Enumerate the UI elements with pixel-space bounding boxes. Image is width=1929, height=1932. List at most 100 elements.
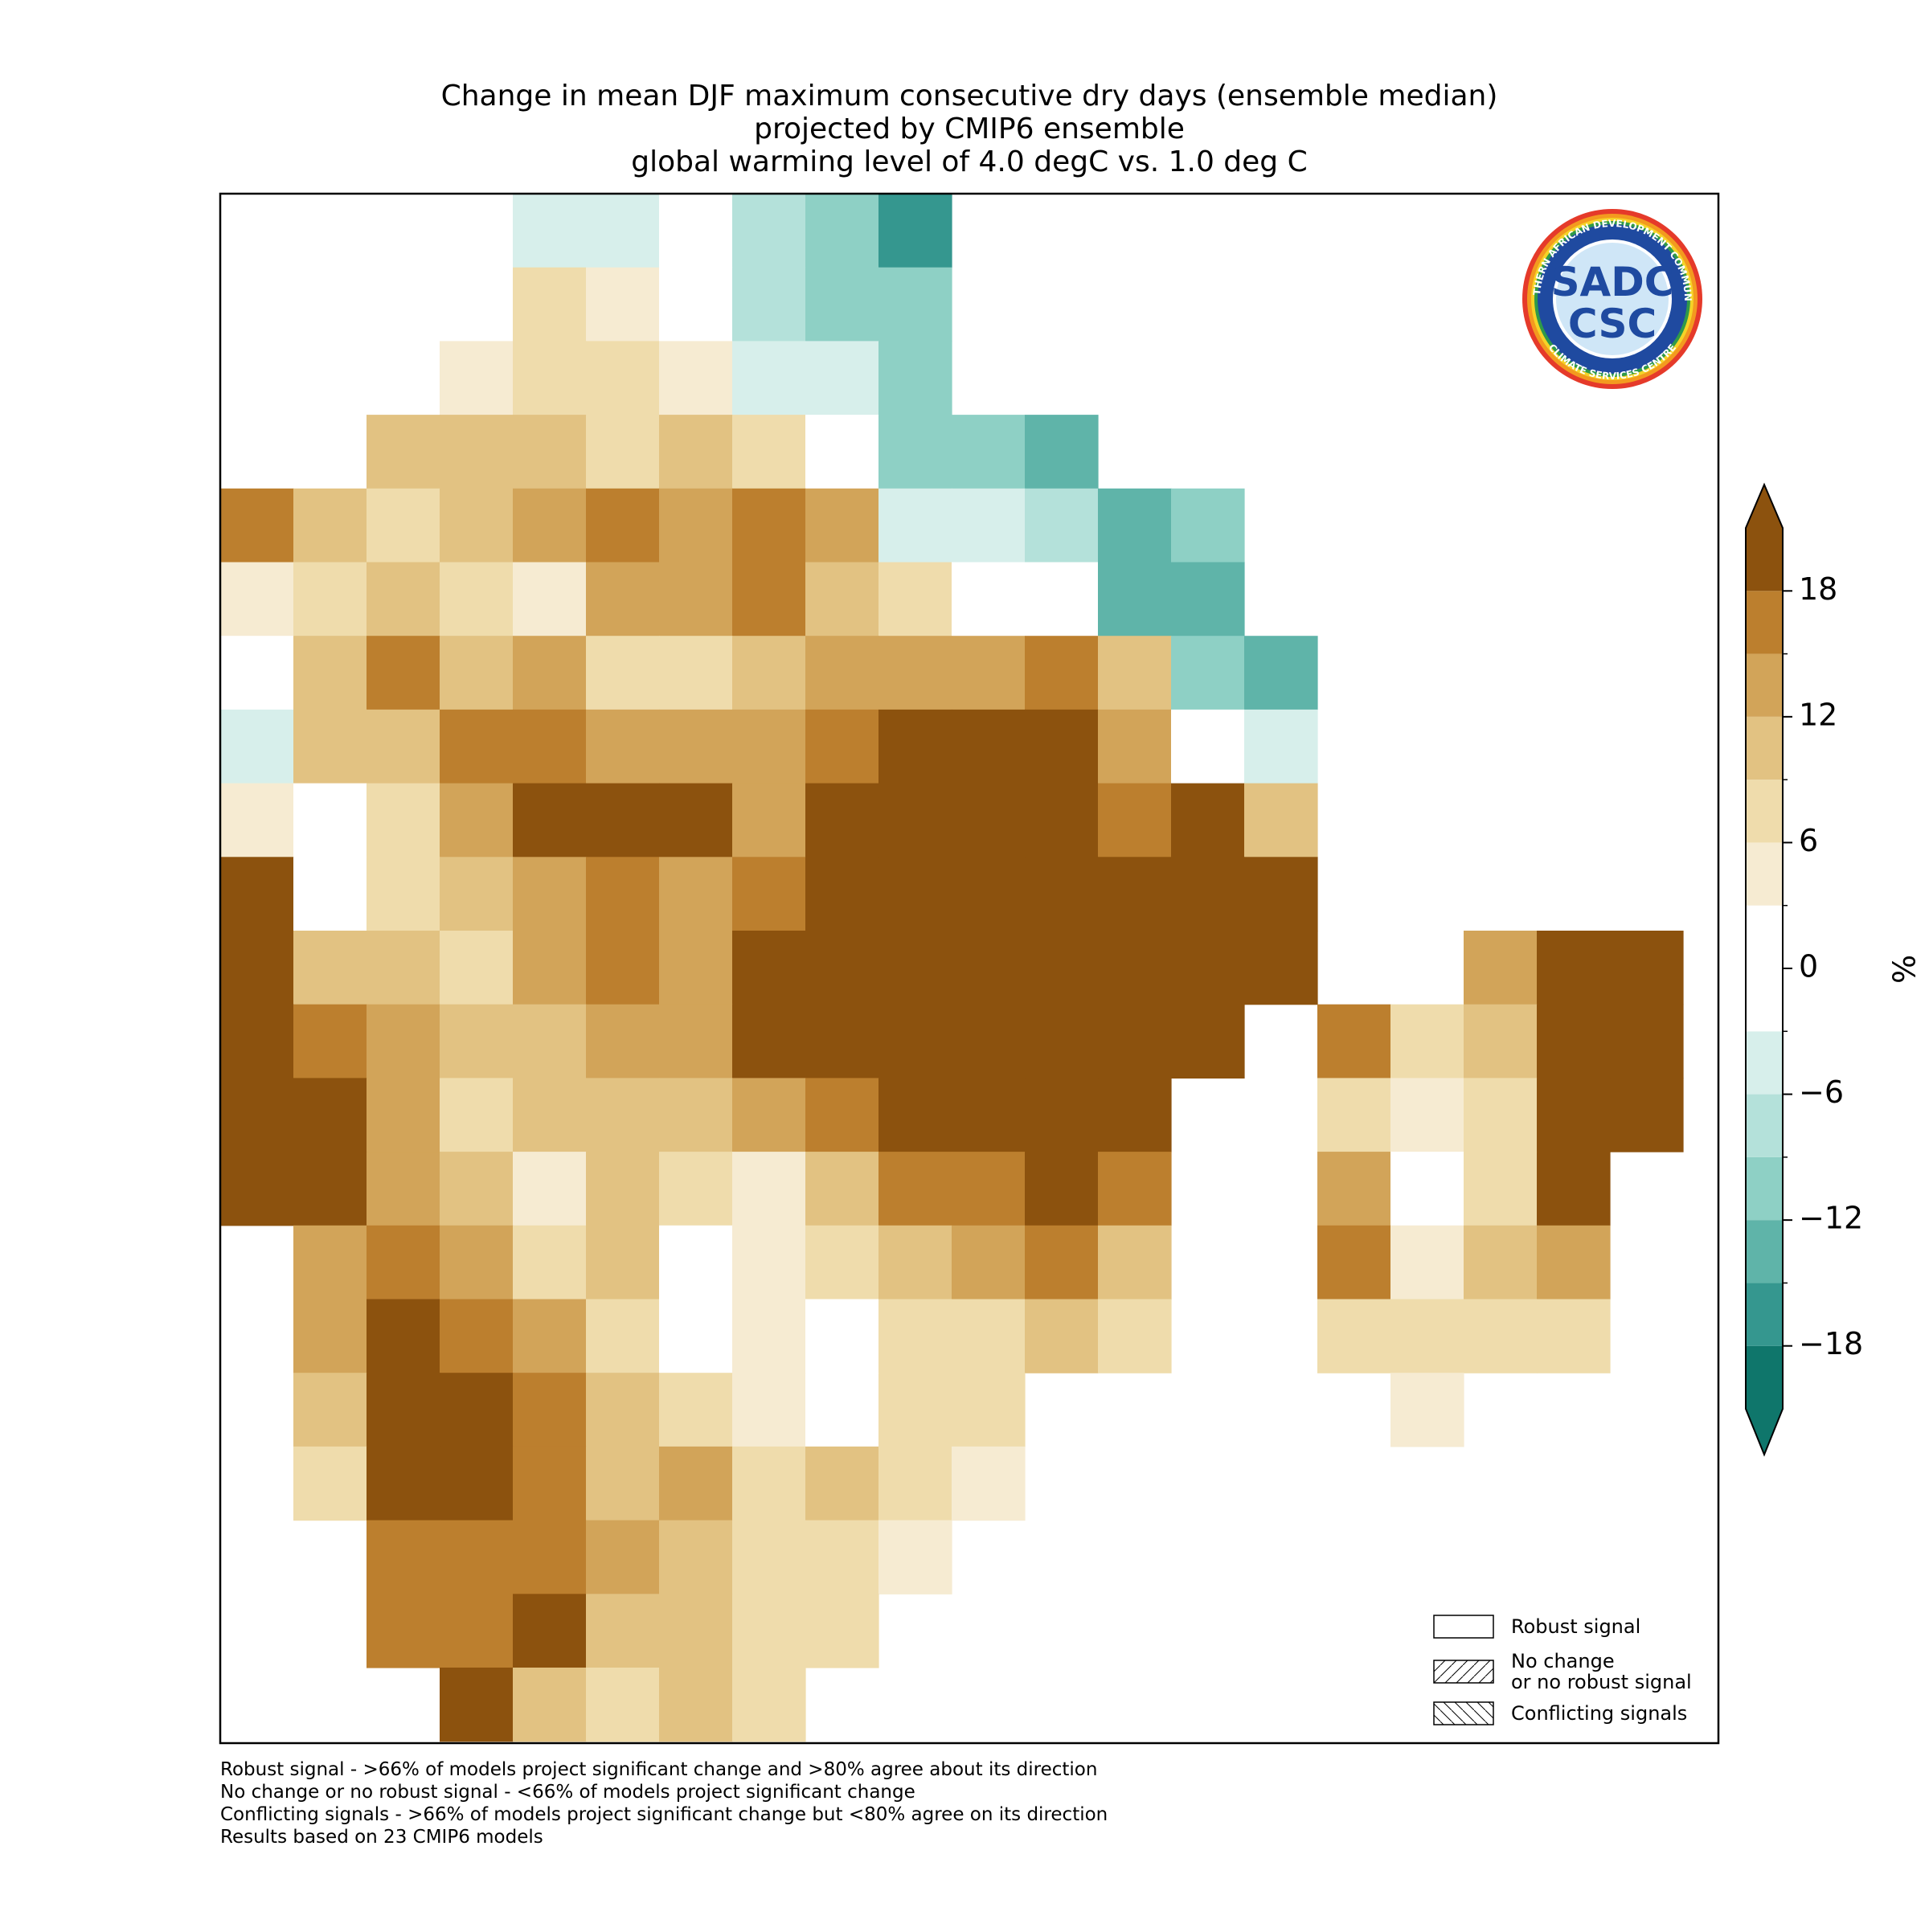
- title-line: Change in mean DJF maximum consecutive d…: [441, 80, 1498, 113]
- colorbar-outline: [1745, 482, 1784, 1457]
- grid-cell: [878, 1152, 952, 1226]
- grid-cell: [513, 341, 587, 415]
- grid-cell: [659, 1152, 733, 1226]
- grid-cell: [805, 1004, 879, 1079]
- grid-cell: [220, 488, 294, 563]
- grid-cell: [659, 1004, 733, 1079]
- grid-cell: [732, 1668, 806, 1742]
- logo-text: CSC: [1568, 301, 1657, 347]
- grid-cell: [732, 1594, 806, 1668]
- grid-cell: [805, 1152, 879, 1226]
- grid-cell: [440, 1668, 514, 1742]
- grid-cell: [732, 1004, 806, 1079]
- grid-cell: [586, 1520, 660, 1594]
- grid-cell: [732, 1078, 806, 1152]
- grid-cell: [293, 1373, 367, 1447]
- grid-cell: [952, 1078, 1026, 1152]
- grid-cell: [440, 1004, 514, 1079]
- grid-cell: [878, 636, 952, 710]
- grid-cell: [293, 857, 367, 931]
- grid-cell: [1317, 1004, 1391, 1079]
- grid-cell: [293, 636, 367, 710]
- grid-cell: [659, 1299, 733, 1373]
- grid-cell: [805, 267, 879, 342]
- grid-cell: [367, 488, 440, 563]
- grid-cell: [586, 562, 660, 636]
- grid-cell: [805, 1373, 879, 1447]
- map-frame: [219, 192, 1720, 1745]
- colorbar-bin: [1746, 716, 1783, 780]
- grid-cell: [952, 1373, 1026, 1447]
- grid-cell: [1537, 1152, 1611, 1226]
- grid-cell: [805, 415, 879, 489]
- grid-cell: [952, 1004, 1026, 1079]
- grid-cell: [732, 636, 806, 710]
- grid-cell: [367, 1446, 440, 1521]
- colorbar-bin: [1746, 1345, 1783, 1409]
- logo-inner: [1556, 243, 1669, 355]
- grid-cell: [586, 1152, 660, 1226]
- grid-cell: [732, 783, 806, 858]
- grid-cell: [1098, 1004, 1172, 1079]
- grid-cell: [805, 1225, 879, 1300]
- grid-cell: [1464, 1225, 1538, 1300]
- grid-cell: [367, 415, 440, 489]
- grid-cell: [513, 1668, 587, 1742]
- grid-cell: [293, 488, 367, 563]
- colorbar-extend: [1746, 1409, 1783, 1455]
- grid-cell: [952, 709, 1026, 784]
- grid-cell: [293, 1004, 367, 1079]
- grid-cell: [440, 562, 514, 636]
- grid-cell: [732, 1373, 806, 1447]
- grid-cell: [367, 1004, 440, 1079]
- grid-cell: [805, 341, 879, 415]
- legend-label: Robust signal: [1511, 1615, 1640, 1638]
- grid-cell: [293, 1152, 367, 1226]
- grid-cell: [367, 636, 440, 710]
- colorbar-tick-label: −6: [1799, 1074, 1844, 1110]
- grid-cell: [367, 931, 440, 1005]
- legend-label: or no robust signal: [1511, 1671, 1692, 1693]
- grid-cell: [586, 1004, 660, 1079]
- grid-cell: [586, 194, 660, 268]
- grid-cell: [586, 636, 660, 710]
- grid-cell: [1244, 636, 1318, 710]
- grid-cell: [440, 636, 514, 710]
- grid-cell: [805, 857, 879, 931]
- grid-cell: [732, 415, 806, 489]
- grid-cell: [1171, 709, 1245, 784]
- grid-cell: [732, 709, 806, 784]
- grid-cell: [732, 1225, 806, 1300]
- colorbar-tick-label: 0: [1799, 949, 1818, 984]
- colorbar-bin: [1746, 1156, 1783, 1221]
- grid-cell: [1025, 1004, 1099, 1079]
- colorbar-bin: [1746, 1283, 1783, 1346]
- logo-text: SADC: [1551, 259, 1674, 305]
- grid-cell: [732, 194, 806, 268]
- grid-cell: [513, 1594, 587, 1668]
- grid-cell: [513, 415, 587, 489]
- colorbar-bin: [1746, 1094, 1783, 1157]
- grid-cell: [1390, 1373, 1464, 1447]
- grid-cell: [1537, 1299, 1611, 1373]
- grid-cell: [878, 194, 952, 268]
- grid-cell: [952, 931, 1026, 1005]
- grid-cell: [659, 1078, 733, 1152]
- grid-cell: [586, 709, 660, 784]
- grid-cell: [1171, 562, 1245, 636]
- grid-cell: [952, 857, 1026, 931]
- grid-cell: [440, 341, 514, 415]
- grid-cell: [1390, 1225, 1464, 1300]
- grid-cell: [293, 1225, 367, 1300]
- grid-cell: [1464, 1004, 1538, 1079]
- grid-cell: [440, 857, 514, 931]
- grid-cell: [367, 1520, 440, 1594]
- footnote: Results based on 23 CMIP6 models: [220, 1827, 543, 1848]
- grid-cell: [659, 341, 733, 415]
- grid-cell: [1025, 783, 1099, 858]
- colorbar-tick-label: −18: [1799, 1326, 1863, 1361]
- grid-cell: [1098, 636, 1172, 710]
- grid-cell: [659, 783, 733, 858]
- colorbar-bin: [1746, 905, 1783, 1032]
- colorbar-bin: [1746, 1220, 1783, 1283]
